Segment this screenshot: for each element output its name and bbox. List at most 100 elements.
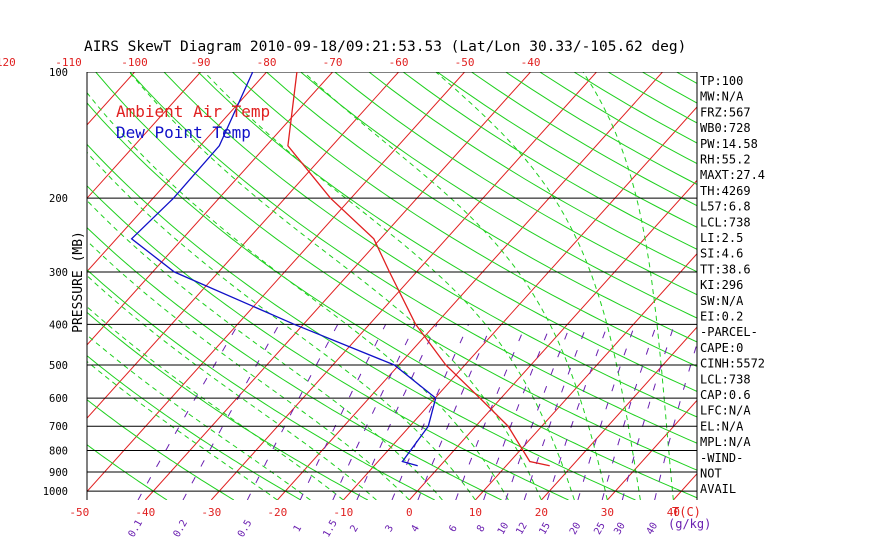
mixing-ratio-line bbox=[137, 324, 239, 500]
moist-adiabat-line bbox=[87, 199, 443, 500]
info-item: SI:4.6 bbox=[700, 247, 743, 261]
moist-adiabat-line bbox=[303, 72, 608, 500]
bottom-tick-label: -50 bbox=[69, 506, 89, 519]
legend: Ambient Air Temp Dew Point Temp bbox=[116, 102, 270, 142]
pressure-label: 1000 bbox=[43, 486, 68, 498]
info-item: L57:6.8 bbox=[700, 200, 751, 214]
mixing-ratio-label: 3 bbox=[384, 523, 397, 534]
chart-title: AIRS SkewT Diagram 2010-09-18/09:21:53.5… bbox=[84, 39, 686, 55]
dew-point-temp-line bbox=[130, 72, 437, 467]
isotherm-line bbox=[144, 72, 531, 500]
mixing-ratio-label: 12 bbox=[514, 521, 530, 537]
info-item: CINH:5572 bbox=[700, 357, 765, 371]
top-temperature-ticks: -120 -110 -100 -90 -80 -70 -60 -50 -40 bbox=[0, 56, 540, 69]
dry-adiabat-line bbox=[87, 226, 502, 500]
bottom-tick-label: -20 bbox=[267, 506, 287, 519]
info-item: PW:14.58 bbox=[700, 137, 758, 151]
pressure-label: 700 bbox=[49, 421, 68, 433]
info-item: -WIND- bbox=[700, 451, 743, 465]
mixing-ratio-line bbox=[483, 324, 552, 500]
mixing-ratio-label: 20 bbox=[568, 521, 584, 537]
skewt-grid bbox=[0, 72, 697, 500]
mixing-ratio-line bbox=[246, 324, 339, 500]
moist-adiabat-line bbox=[87, 275, 377, 500]
isotherm-line bbox=[0, 72, 69, 500]
isotherm-line bbox=[277, 72, 663, 500]
isotherm-line bbox=[87, 72, 201, 199]
mixing-ratio-label: 0.2 bbox=[172, 518, 191, 539]
top-tick-label: -60 bbox=[389, 56, 409, 69]
y-axis-label: PRESSURE (MB) bbox=[71, 231, 86, 333]
pressure-label: 800 bbox=[49, 446, 68, 458]
mixing-ratio-unit: (g/kg) bbox=[668, 517, 711, 531]
info-item: LCL:738 bbox=[700, 372, 751, 386]
mixing-ratio-line bbox=[546, 324, 609, 500]
info-item: RH:55.2 bbox=[700, 153, 751, 167]
mixing-ratio-label: 2 bbox=[348, 523, 361, 534]
isotherm-lines bbox=[0, 72, 697, 500]
moist-adiabat-lines bbox=[87, 72, 674, 500]
mixing-ratio-label: 15 bbox=[537, 521, 553, 537]
info-item: MPL:N/A bbox=[700, 435, 751, 449]
moist-adiabat-line bbox=[435, 72, 641, 500]
ambient-air-temp-line bbox=[287, 72, 550, 467]
bottom-tick-label: -30 bbox=[201, 506, 221, 519]
dry-adiabat-line bbox=[334, 72, 697, 296]
bottom-tick-label: -10 bbox=[333, 506, 353, 519]
moist-adiabat-line bbox=[203, 72, 575, 500]
pressure-label: 100 bbox=[49, 67, 68, 79]
isotherm-line bbox=[87, 72, 465, 493]
bottom-tick-label: 30 bbox=[601, 506, 614, 519]
top-tick-label: -100 bbox=[121, 56, 148, 69]
info-item: CAP:0.6 bbox=[700, 388, 751, 402]
info-item: CAPE:0 bbox=[700, 341, 743, 355]
mixing-ratio-line bbox=[391, 324, 470, 500]
dry-adiabat-line bbox=[87, 355, 302, 500]
top-tick-label: -90 bbox=[191, 56, 211, 69]
top-tick-label: -80 bbox=[257, 56, 277, 69]
pressure-label: 500 bbox=[49, 360, 68, 372]
bottom-tick-label: 20 bbox=[535, 506, 548, 519]
mixing-ratio-label: 4 bbox=[409, 523, 422, 534]
moist-adiabat-line bbox=[87, 91, 509, 500]
mixing-ratio-label: 6 bbox=[447, 523, 460, 534]
mixing-ratio-line bbox=[577, 324, 636, 500]
dry-adiabat-line bbox=[87, 143, 636, 500]
mixing-ratio-label: 0.5 bbox=[236, 518, 255, 539]
info-item: WB0:728 bbox=[700, 121, 751, 135]
moist-adiabat-line bbox=[87, 240, 410, 500]
mixing-ratio-label: 25 bbox=[592, 521, 608, 537]
info-item: KI:296 bbox=[700, 278, 743, 292]
info-item: NOT bbox=[700, 467, 722, 481]
legend-entry: Ambient Air Temp bbox=[116, 102, 270, 121]
dry-adiabat-line bbox=[266, 72, 697, 343]
info-item: FRZ:567 bbox=[700, 105, 751, 119]
bottom-temperature-ticks: -50 -40 -30 -20 -10 0 10 20 30 40 bbox=[69, 506, 680, 519]
dry-adiabat-line bbox=[87, 399, 235, 500]
dry-adiabat-line bbox=[87, 269, 435, 500]
dry-adiabat-line bbox=[87, 185, 569, 500]
info-item: SW:N/A bbox=[700, 294, 744, 308]
isotherm-line bbox=[475, 252, 697, 500]
moist-adiabat-line bbox=[87, 151, 476, 500]
bottom-tick-label: 10 bbox=[469, 506, 482, 519]
dry-adiabat-line bbox=[95, 72, 697, 471]
info-item: LI:2.5 bbox=[700, 231, 743, 245]
dry-adiabat-line bbox=[368, 72, 697, 273]
isotherm-line bbox=[210, 72, 597, 500]
mixing-ratio-line bbox=[356, 324, 438, 500]
isotherm-line bbox=[541, 326, 697, 500]
isotherm-line bbox=[87, 72, 135, 126]
dry-adiabat-line bbox=[402, 72, 697, 250]
pressure-axis-labels: 100 200 300 400 500 600 700 800 900 1000 bbox=[43, 67, 68, 498]
mixing-ratio-label: 8 bbox=[475, 523, 488, 534]
info-item: TH:4269 bbox=[700, 184, 751, 198]
dry-adiabat-lines bbox=[87, 72, 697, 500]
isobar-lines bbox=[87, 72, 697, 492]
info-item: MAXT:27.4 bbox=[700, 168, 765, 182]
dry-adiabat-line bbox=[505, 72, 697, 185]
dry-adiabat-line bbox=[87, 444, 168, 500]
info-item: EL:N/A bbox=[700, 419, 744, 433]
